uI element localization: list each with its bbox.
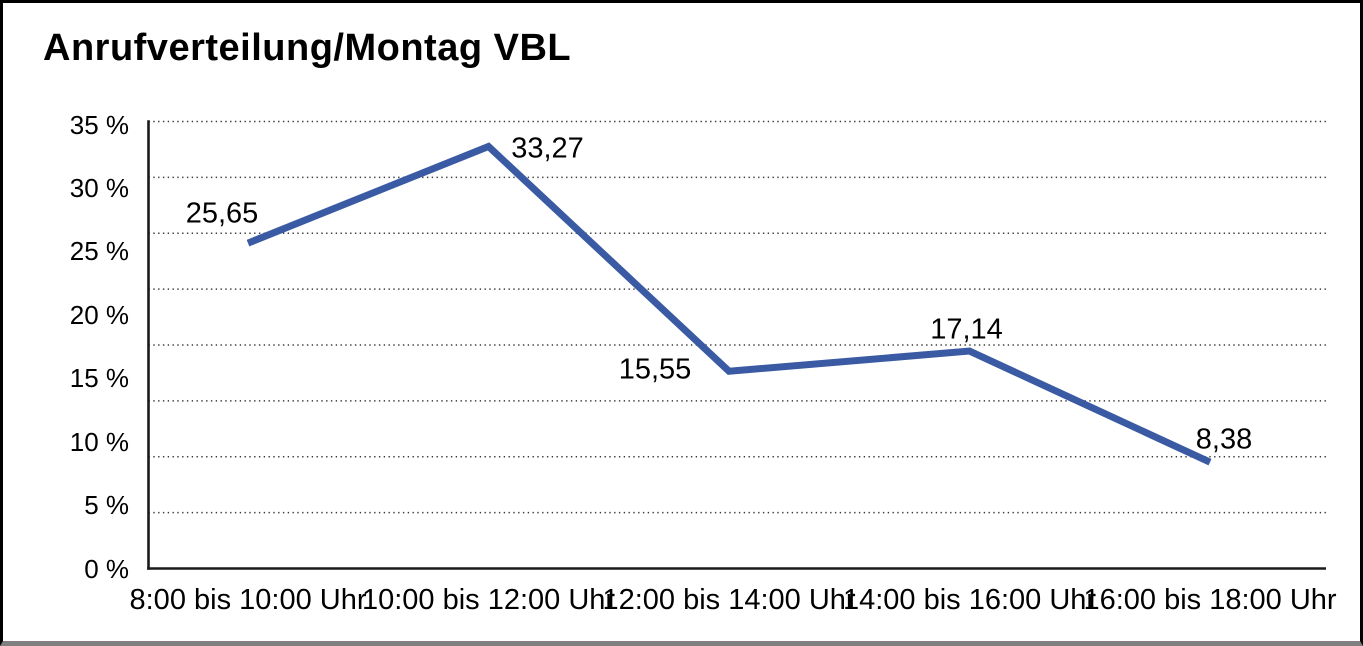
x-axis-label: 10:00 bis 12:00 Uhr [361, 583, 616, 616]
x-axis-label: 8:00 bis 10:00 Uhr [129, 583, 367, 616]
data-point-label: 25,65 [185, 197, 259, 230]
data-point-label: 15,55 [618, 353, 692, 386]
data-point-label: 8,38 [1195, 423, 1253, 456]
x-axis-label: 16:00 bis 18:00 Uhr [1083, 583, 1337, 616]
gridlines-group [148, 120, 1326, 514]
series-line [246, 142, 1212, 466]
y-tick-label: 30 % [69, 172, 129, 203]
line-chart-svg [147, 120, 1326, 570]
y-tick-label: 0 % [84, 553, 129, 584]
chart-title: Anrufverteilung/Montag VBL [43, 27, 572, 69]
data-point-label: 33,27 [511, 132, 584, 165]
y-tick-label: 5 % [84, 490, 129, 521]
y-tick-label: 10 % [69, 426, 129, 457]
x-axis-label: 14:00 bis 16:00 Uhr [842, 583, 1097, 616]
y-tick-label: 25 % [69, 236, 129, 267]
y-tick-label: 20 % [69, 299, 129, 330]
x-axis-label: 12:00 bis 14:00 Uhr [602, 583, 856, 616]
data-point-label: 17,14 [930, 313, 1003, 346]
y-tick-label: 15 % [69, 363, 129, 394]
y-tick-label: 35 % [69, 109, 129, 140]
